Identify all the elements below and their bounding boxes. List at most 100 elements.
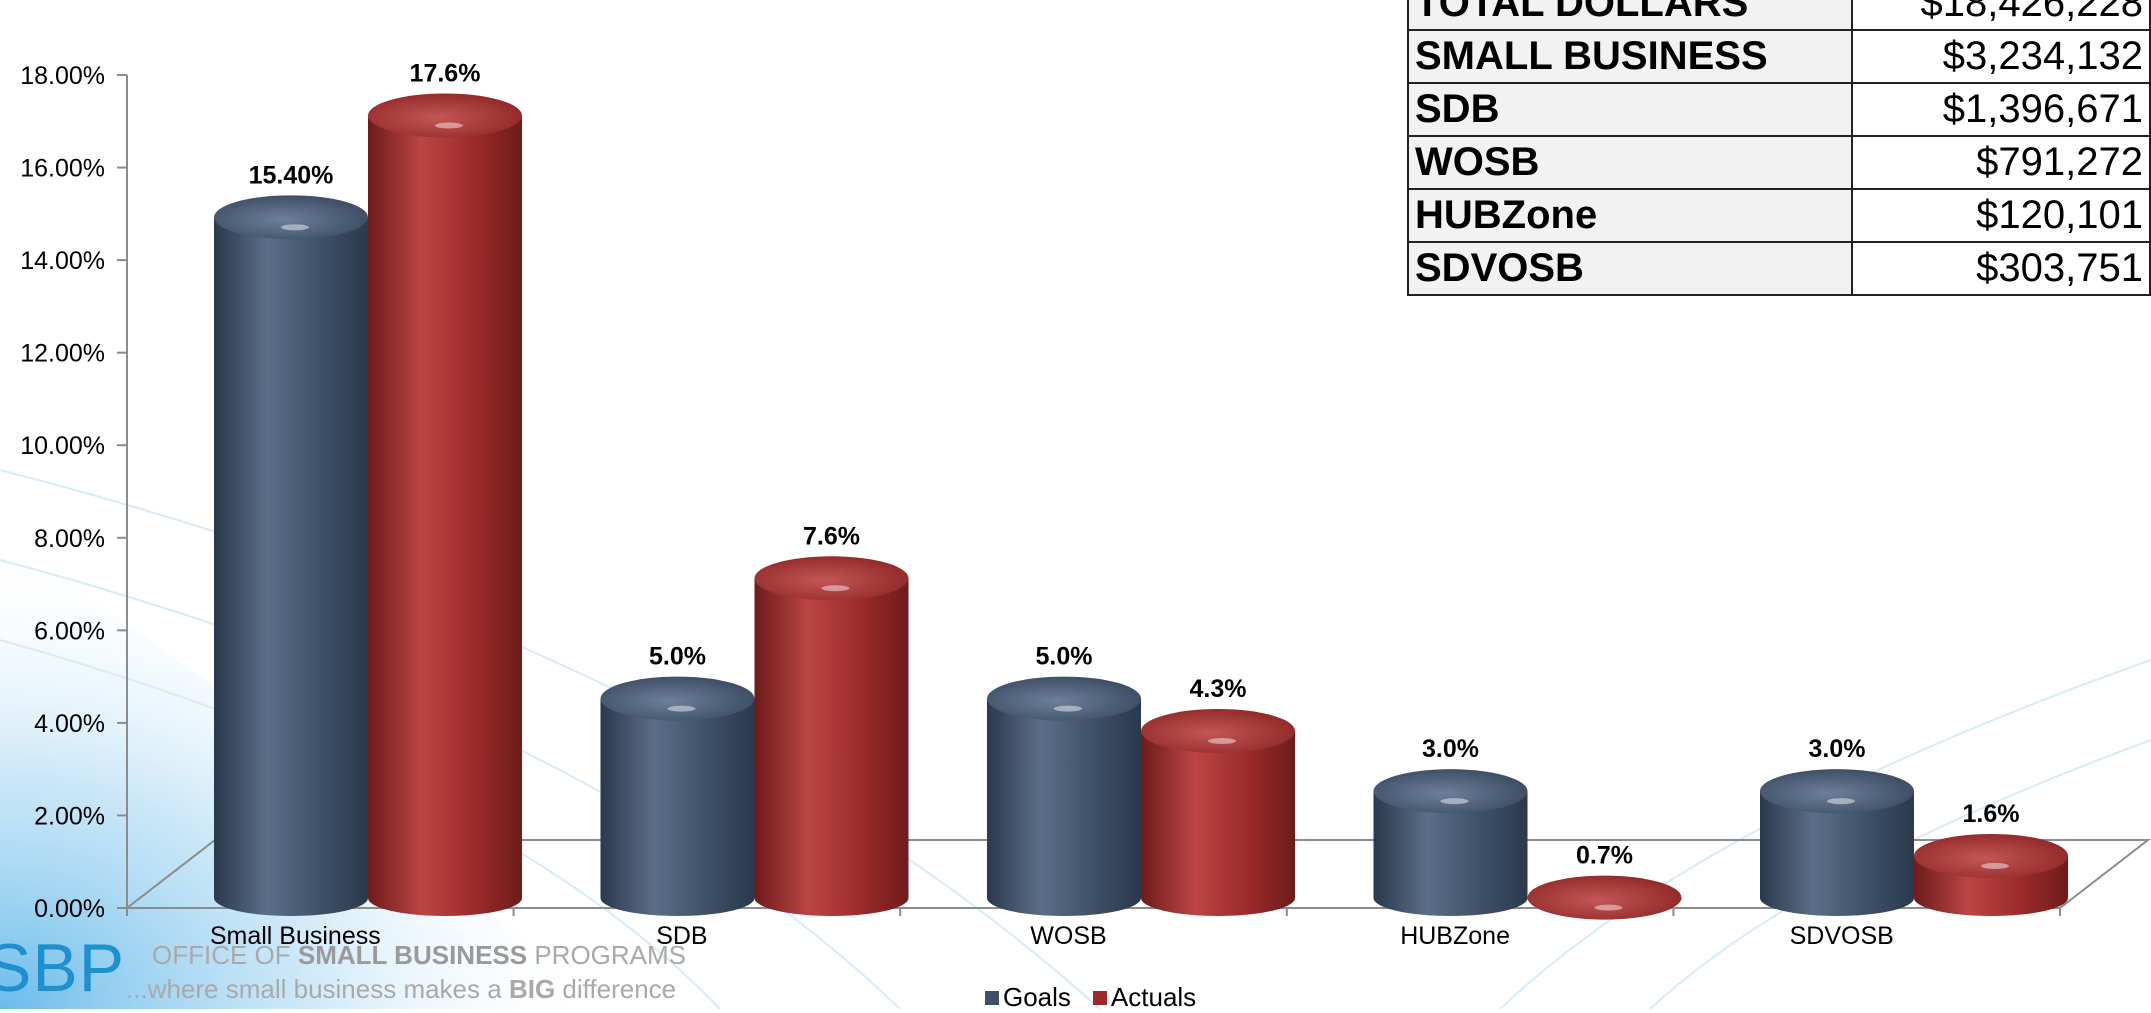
y-tick-label: 4.00% [34, 710, 105, 738]
chart-legend: Goals Actuals [985, 982, 1210, 1013]
bar-highlight [281, 224, 309, 231]
axes: 0.00% 2.00% 4.00% 6.00% 8.00% 10.00% 12.00% 14.… [20, 62, 2151, 923]
bar-goals [600, 676, 755, 916]
data-label: 7.6% [803, 522, 860, 550]
bar-highlight [1981, 862, 2009, 869]
table-row: SDB $1,396,671 [1407, 82, 2151, 137]
table-row-label: WOSB [1407, 135, 1853, 190]
bar-top [1527, 875, 1682, 920]
bar-highlight [1594, 904, 1623, 911]
bar-body [1141, 731, 1295, 916]
table-row-label: SDVOSB [1407, 241, 1853, 296]
osbp-logo: SBP OFFICE OF SMALL BUSINESS PROGRAMS ..… [0, 932, 760, 1008]
legend-label-actuals: Actuals [1110, 982, 1197, 1012]
bar-top [1373, 769, 1528, 814]
logo-tagline-prefix: ...where small business makes a [126, 974, 509, 1004]
bar-highlight [667, 705, 696, 712]
y-tick-label: 10.00% [20, 432, 105, 460]
logo-title-bold: SMALL BUSINESS [297, 940, 528, 970]
bar-body [600, 698, 755, 916]
bar-top [214, 195, 368, 240]
category-label: SDB [656, 922, 707, 950]
bar-top [987, 676, 1141, 721]
legend-item-goals: Goals [985, 982, 1071, 1013]
bar-goals [214, 195, 368, 916]
bar-top [754, 556, 909, 601]
legend-swatch-actuals [1092, 990, 1107, 1005]
bar-actuals [1914, 833, 2068, 916]
bar-top [1760, 769, 1914, 814]
table-row-label: SDB [1407, 82, 1853, 137]
bar-top [1914, 833, 2068, 878]
y-tick-label: 16.00% [20, 155, 105, 183]
bar-body [1760, 791, 1914, 916]
bar-actuals [368, 93, 522, 916]
legend-label-goals: Goals [1003, 982, 1071, 1012]
bar-top [368, 93, 522, 138]
bar-highlight [1440, 798, 1469, 805]
dollars-summary-table: TOTAL DOLLARS $18,426,228 SMALL BUSINESS $3… [1407, 0, 2151, 296]
y-tick-label: 0.00% [34, 895, 105, 923]
y-tick-label: 12.00% [20, 340, 105, 368]
table-row-value: $120,101 [1850, 188, 2151, 243]
labels: Small Business SDB WOSB HUBZone SDVOSB15.40%… [210, 60, 2020, 950]
y-tick-label: 18.00% [20, 62, 105, 90]
bar-body [754, 578, 909, 916]
bars [214, 93, 2068, 920]
y-tick-label: 8.00% [34, 525, 105, 553]
table-row: SMALL BUSINESS $3,234,132 [1407, 29, 2151, 84]
data-label: 5.0% [1036, 643, 1093, 671]
table-row-value: $791,272 [1850, 135, 2151, 190]
bar-body [987, 698, 1141, 916]
logo-title-prefix: OFFICE OF [152, 940, 298, 970]
y-tick-label: 2.00% [34, 802, 105, 830]
table-row-label: HUBZone [1407, 188, 1853, 243]
bar-top [1141, 709, 1295, 754]
bar-actuals [754, 556, 909, 916]
logo-tagline-bold: BIG [508, 974, 556, 1004]
table-row: TOTAL DOLLARS $18,426,228 [1407, 0, 2151, 31]
legend-item-actuals: Actuals [1092, 982, 1197, 1013]
category-label: Small Business [210, 922, 381, 950]
bar-top [600, 676, 755, 721]
legend-swatch-goals [985, 990, 999, 1005]
bar-actuals [1141, 709, 1295, 916]
bar-actuals [1527, 875, 1682, 920]
table-row-label: SMALL BUSINESS [1407, 29, 1853, 84]
table-row: HUBZone $120,101 [1407, 188, 2151, 243]
data-label: 15.40% [249, 161, 334, 189]
data-label: 1.6% [1963, 800, 2020, 828]
bar-highlight [1208, 738, 1236, 745]
bar-highlight [821, 585, 850, 592]
bar-body [368, 115, 522, 916]
bar-goals [1373, 769, 1528, 916]
logo-tagline-suffix: difference [555, 974, 677, 1004]
table-row-value: $303,751 [1850, 241, 2151, 296]
data-label: 5.0% [649, 643, 706, 671]
table-row-value: $3,234,132 [1850, 29, 2151, 84]
table-row: WOSB $791,272 [1407, 135, 2151, 190]
data-label: 3.0% [1809, 735, 1866, 763]
data-label: 3.0% [1422, 735, 1479, 763]
bar-highlight [1054, 705, 1082, 712]
logo-title-suffix: PROGRAMS [527, 940, 687, 970]
bar-highlight [435, 122, 463, 129]
y-tick-label: 6.00% [34, 617, 105, 645]
category-label: SDVOSB [1790, 922, 1894, 950]
bar-goals [1760, 769, 1914, 916]
table-row-label: TOTAL DOLLARS [1407, 0, 1853, 31]
category-label: WOSB [1030, 922, 1106, 950]
data-label: 17.6% [410, 60, 481, 88]
bar-body [1373, 791, 1528, 916]
table-row: SDVOSB $303,751 [1407, 241, 2151, 296]
bar-goals [987, 676, 1141, 916]
data-label: 4.3% [1190, 675, 1247, 703]
table-row-value: $1,396,671 [1850, 82, 2151, 137]
logo-tagline: ...where small business makes a BIG diff… [126, 974, 676, 1005]
bar-body [214, 217, 368, 916]
logo-letters: SBP [0, 930, 126, 1006]
bar-highlight [1827, 798, 1855, 805]
category-label: HUBZone [1400, 922, 1510, 950]
data-label: 0.7% [1576, 842, 1633, 870]
